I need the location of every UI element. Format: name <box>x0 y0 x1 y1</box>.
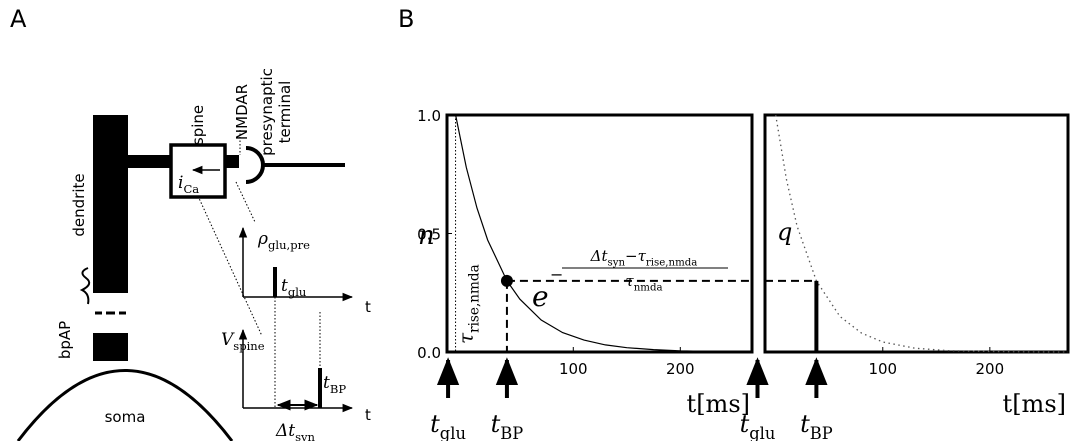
math-label: tglu <box>281 276 307 299</box>
symbol: −τ <box>625 247 647 265</box>
spine-neck <box>128 155 171 168</box>
x-tick-label: 200 <box>976 360 1005 378</box>
subscript: glu <box>288 285 307 299</box>
v-pointer <box>197 195 263 337</box>
math-label: tBP <box>800 410 833 441</box>
curve <box>455 114 753 353</box>
panel-label: B <box>398 5 414 33</box>
presynaptic-label: presynaptic <box>258 68 276 156</box>
subscript: nmda <box>634 283 663 294</box>
dendrite-base <box>93 333 128 361</box>
soma-shape <box>16 369 234 441</box>
y-axis-label: n <box>418 221 435 251</box>
subscript: syn <box>295 430 315 441</box>
symbol: t <box>491 410 501 438</box>
x-axis-label: t[ms] <box>1003 390 1066 418</box>
x-axis-label: t[ms] <box>687 390 750 418</box>
math-label: tBP <box>491 410 524 441</box>
symbol: t <box>430 410 440 438</box>
math-label: ρglu,pre <box>257 229 310 252</box>
symbol: t <box>740 410 750 438</box>
symbol: Δt <box>590 247 609 265</box>
x-tick-label: 100 <box>559 360 588 378</box>
math-label: tglu <box>740 410 776 441</box>
time-axis-label: t <box>365 406 371 424</box>
math-label: iCa <box>178 173 199 196</box>
plot-frame <box>445 113 754 354</box>
panel-b: B <box>398 5 414 33</box>
bpap-label: bpAP <box>56 321 74 359</box>
dendrite-shape <box>93 115 128 293</box>
soma-label: soma <box>105 408 146 426</box>
subscript: glu <box>440 424 466 441</box>
plot-frame <box>763 113 1070 354</box>
subscript: BP <box>810 424 833 441</box>
dendrite-label: dendrite <box>70 173 88 236</box>
math-label: τrise,nmda <box>454 264 483 344</box>
time-axis-label: t <box>365 298 371 316</box>
x-tick-label: 200 <box>666 360 695 378</box>
symbol: t <box>800 410 810 438</box>
math-label: τnmda <box>625 272 662 294</box>
rho-pointer <box>235 181 256 223</box>
level-dot <box>500 274 513 287</box>
math-label: Δtsyn <box>275 421 316 441</box>
formula-base: e <box>532 280 549 313</box>
subscript: glu <box>749 424 775 441</box>
spine-neck-right <box>225 155 239 168</box>
y-axis-label: q <box>777 218 792 246</box>
symbol: τ <box>454 332 478 344</box>
subscript: rise,nmda <box>646 258 697 269</box>
panel-a: A soma dendrite bpAP spine NMDAR presyna… <box>10 5 371 441</box>
y-tick-label: 1.0 <box>417 107 441 125</box>
curve <box>775 114 1069 353</box>
math-label: tglu <box>430 410 466 441</box>
subscript: glu,pre <box>268 238 310 252</box>
subscript: syn <box>608 258 626 269</box>
bpap-brace <box>79 267 91 305</box>
x-tick-label: 100 <box>868 360 897 378</box>
math-label: Δtsyn−τrise,nmda <box>590 247 698 269</box>
symbol: τ <box>625 272 634 290</box>
symbol: t <box>281 276 288 296</box>
subscript: BP <box>330 382 346 396</box>
panel-label: A <box>10 5 27 33</box>
math-label: Vspine <box>221 330 265 353</box>
math-label: tBP <box>323 373 346 396</box>
formula-sign: − <box>550 265 563 284</box>
subscript: Ca <box>183 182 199 196</box>
subscript: rise,nmda <box>467 264 483 333</box>
symbol: t <box>323 373 330 393</box>
symbol: V <box>221 330 235 350</box>
y-tick-label: 0.0 <box>417 344 441 362</box>
subscript: BP <box>500 424 523 441</box>
spine-label: spine <box>189 105 207 145</box>
y-tick-label: 0.5 <box>417 226 441 244</box>
subscript: spine <box>233 339 264 353</box>
presynaptic-label: terminal <box>276 81 294 144</box>
symbol: ρ <box>257 229 268 249</box>
symbol: Δt <box>275 421 295 441</box>
nmdar-label: NMDAR <box>233 84 251 140</box>
symbol: i <box>178 173 183 193</box>
presynaptic-cup <box>245 146 265 184</box>
